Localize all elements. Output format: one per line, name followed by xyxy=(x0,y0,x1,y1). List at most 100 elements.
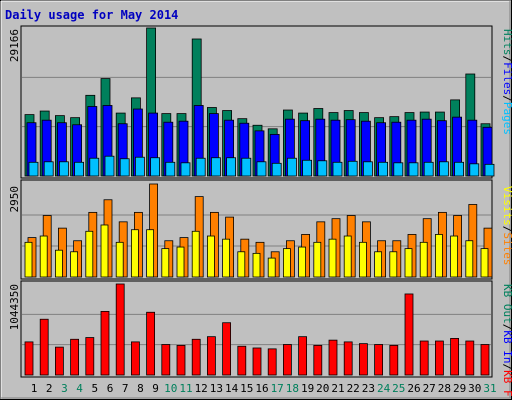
bar-visits-day-6 xyxy=(100,224,109,278)
bar-kbf-day-22 xyxy=(343,341,353,376)
bar-kbf-day-31 xyxy=(480,344,490,376)
panel-kb-max-label: 1044350 xyxy=(8,284,21,330)
bar-visits-day-15 xyxy=(237,251,246,278)
bar-kbf-day-20 xyxy=(313,344,323,376)
bar-pages-day-17 xyxy=(271,162,282,177)
bar-visits-day-13 xyxy=(206,235,215,278)
x-tick-label: 19 xyxy=(301,382,314,395)
bar-visits-day-8 xyxy=(130,229,139,278)
bar-visits-day-25 xyxy=(389,251,398,278)
bar-pages-day-12 xyxy=(195,157,206,177)
bar-visits-day-22 xyxy=(343,235,352,278)
bar-pages-day-21 xyxy=(332,161,343,177)
bar-kbf-day-29 xyxy=(450,338,460,376)
chart-title: Daily usage for May 2014 xyxy=(5,8,178,22)
bar-pages-day-10 xyxy=(165,161,176,177)
bar-kbf-day-28 xyxy=(434,340,444,376)
x-tick-label: 23 xyxy=(362,382,375,395)
bar-kbf-day-5 xyxy=(85,337,95,376)
x-tick-label: 20 xyxy=(316,382,329,395)
bar-kbf-day-26 xyxy=(404,293,414,376)
bar-visits-day-5 xyxy=(85,230,94,278)
x-tick-label: 17 xyxy=(271,382,284,395)
bar-kbf-day-4 xyxy=(70,338,79,376)
bar-kbf-day-11 xyxy=(176,344,186,376)
x-tick-label: 13 xyxy=(210,382,223,395)
x-tick-label: 4 xyxy=(76,382,83,395)
bar-kbf-day-7 xyxy=(115,283,125,376)
bar-pages-day-1 xyxy=(28,161,39,177)
bar-kbf-day-9 xyxy=(146,311,156,376)
bar-pages-day-6 xyxy=(104,155,115,177)
legend-kb: KB Out/KB In/KB F xyxy=(501,284,512,397)
bar-kbf-day-6 xyxy=(100,310,110,376)
bar-visits-day-17 xyxy=(267,257,276,278)
bar-pages-day-16 xyxy=(256,161,267,177)
bar-visits-day-2 xyxy=(39,235,48,278)
bar-kbf-day-10 xyxy=(161,344,171,376)
bar-pages-day-15 xyxy=(241,157,252,177)
bar-visits-day-29 xyxy=(450,235,459,278)
x-tick-label: 29 xyxy=(453,382,466,395)
bar-kbf-day-8 xyxy=(130,341,140,376)
bar-pages-day-30 xyxy=(469,163,480,177)
x-tick-label: 6 xyxy=(107,382,114,395)
bar-kbf-day-24 xyxy=(374,344,384,376)
bar-kbf-day-15 xyxy=(237,345,247,376)
x-tick-label: 30 xyxy=(468,382,481,395)
x-tick-label: 27 xyxy=(423,382,436,395)
x-tick-label: 26 xyxy=(407,382,420,395)
legend-item-kb-f: KB F xyxy=(501,370,512,397)
bar-pages-day-19 xyxy=(302,159,313,177)
panel-visits-max-label: 2950 xyxy=(8,186,21,213)
x-tick-label: 1 xyxy=(31,382,38,395)
x-tick-label: 11 xyxy=(179,382,192,395)
bar-pages-day-18 xyxy=(286,157,297,177)
bar-visits-day-11 xyxy=(176,246,185,278)
bar-kbf-day-12 xyxy=(191,338,201,376)
x-tick-label: 28 xyxy=(438,382,451,395)
bar-pages-day-26 xyxy=(408,162,419,177)
bar-kbf-day-27 xyxy=(419,340,429,376)
bar-visits-day-27 xyxy=(419,241,428,278)
x-tick-label: 15 xyxy=(240,382,253,395)
bar-pages-day-8 xyxy=(134,156,145,177)
x-tick-label: 14 xyxy=(225,382,239,395)
bar-kbf-day-21 xyxy=(328,339,338,376)
bar-visits-day-31 xyxy=(480,248,489,278)
bar-kbf-day-18 xyxy=(282,344,292,376)
bar-kbf-day-30 xyxy=(465,340,475,376)
bar-kbf-day-2 xyxy=(39,318,49,376)
legend-item-files: Files xyxy=(501,62,512,95)
bar-visits-day-30 xyxy=(465,240,474,278)
bar-visits-day-21 xyxy=(328,238,337,278)
legend-item-sites: Sites xyxy=(501,232,512,265)
bar-pages-day-4 xyxy=(74,161,84,177)
bar-visits-day-20 xyxy=(313,241,322,278)
bar-visits-day-1 xyxy=(24,241,33,278)
x-tick-label: 2 xyxy=(46,382,53,395)
bar-pages-day-23 xyxy=(362,161,373,177)
bar-visits-day-3 xyxy=(55,249,63,278)
bar-visits-day-16 xyxy=(252,252,261,278)
x-tick-label: 8 xyxy=(137,382,144,395)
x-tick-label: 7 xyxy=(122,382,129,395)
x-tick-label: 16 xyxy=(255,382,268,395)
bar-visits-day-23 xyxy=(358,241,367,278)
bar-pages-day-28 xyxy=(438,161,449,177)
bar-kbf-day-17 xyxy=(267,348,277,376)
bar-pages-day-2 xyxy=(43,161,54,177)
x-tick-label: 22 xyxy=(347,382,360,395)
x-tick-label: 24 xyxy=(377,382,391,395)
bar-visits-day-10 xyxy=(161,248,170,278)
legend-item-kb-out: KB Out xyxy=(501,284,512,324)
legend-item-pages: Pages xyxy=(501,102,512,135)
x-tick-label: 10 xyxy=(164,382,177,395)
legend-hits: Hits/Files/Pages xyxy=(501,29,512,135)
x-tick-label: 31 xyxy=(483,382,496,395)
bar-visits-day-7 xyxy=(115,241,124,278)
bar-kbf-day-13 xyxy=(206,336,216,376)
bar-pages-day-7 xyxy=(119,158,130,177)
bar-kbf-day-1 xyxy=(24,341,34,376)
